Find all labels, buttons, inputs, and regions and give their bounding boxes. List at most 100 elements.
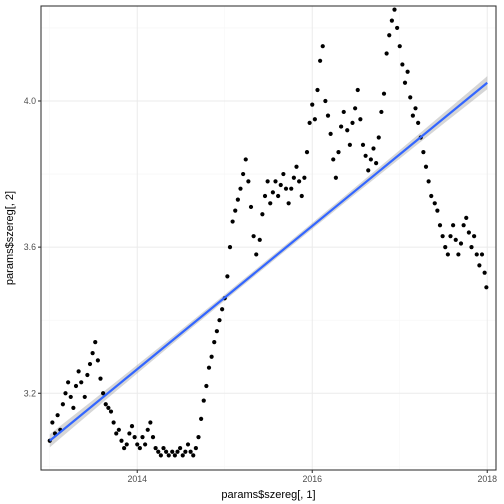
- data-point: [374, 161, 379, 166]
- data-point: [164, 449, 169, 454]
- data-point: [368, 157, 373, 162]
- data-point: [389, 18, 394, 23]
- data-point: [251, 234, 256, 239]
- data-point: [180, 453, 185, 458]
- data-point: [440, 234, 445, 239]
- data-point: [464, 215, 469, 221]
- data-point: [183, 449, 188, 454]
- data-point: [127, 431, 132, 436]
- data-point: [85, 372, 90, 378]
- data-point: [135, 442, 140, 447]
- data-point: [448, 234, 453, 239]
- data-point: [310, 102, 315, 107]
- data-point: [456, 252, 461, 257]
- data-point: [410, 113, 415, 118]
- data-point: [235, 197, 240, 202]
- data-point: [437, 223, 443, 228]
- data-point: [238, 186, 243, 191]
- data-point: [323, 98, 328, 104]
- data-point: [248, 204, 254, 210]
- data-point: [416, 120, 421, 126]
- panel-border: [40, 5, 497, 471]
- data-point: [355, 87, 360, 93]
- data-point: [137, 445, 142, 451]
- data-point: [304, 150, 310, 155]
- data-point: [214, 329, 219, 334]
- data-point: [366, 168, 371, 173]
- data-point: [315, 87, 320, 93]
- data-point: [68, 394, 73, 400]
- data-point: [333, 175, 338, 180]
- data-point: [170, 449, 175, 454]
- data-point: [371, 146, 376, 151]
- data-point: [265, 179, 270, 184]
- data-point: [116, 427, 121, 432]
- data-point: [318, 58, 323, 63]
- data-point: [156, 449, 161, 454]
- data-point: [166, 453, 171, 458]
- data-point: [339, 124, 344, 129]
- data-point: [341, 109, 346, 115]
- data-point: [408, 95, 413, 100]
- data-point: [278, 182, 283, 188]
- data-point: [196, 435, 201, 440]
- data-point: [60, 402, 65, 407]
- data-point: [336, 150, 341, 155]
- data-point: [479, 252, 485, 257]
- data-point: [98, 376, 103, 381]
- data-point: [122, 445, 127, 451]
- data-point: [381, 91, 387, 96]
- x-tick-label: 2016: [302, 474, 322, 484]
- data-point: [443, 245, 448, 250]
- data-point: [421, 150, 426, 155]
- y-tick-label: 3.6: [24, 242, 36, 252]
- data-point: [185, 442, 191, 447]
- x-axis-ticks: 2014 2016 2018: [127, 470, 497, 484]
- data-point: [76, 369, 81, 374]
- data-point: [158, 453, 163, 458]
- data-point: [453, 237, 458, 242]
- data-point: [466, 230, 471, 235]
- data-point: [358, 117, 363, 122]
- data-point: [273, 179, 278, 184]
- data-point: [270, 190, 275, 195]
- data-point: [484, 285, 489, 290]
- data-point: [153, 445, 158, 451]
- data-point: [73, 383, 79, 389]
- data-point: [114, 431, 119, 436]
- data-point: [230, 219, 235, 224]
- data-point: [148, 420, 153, 425]
- data-point: [307, 120, 312, 126]
- data-point: [106, 405, 111, 410]
- data-point: [93, 340, 98, 345]
- data-point: [320, 44, 325, 49]
- data-point: [297, 179, 302, 184]
- data-point: [276, 193, 281, 199]
- data-point: [140, 435, 145, 440]
- data-point: [302, 175, 307, 180]
- data-point: [289, 186, 294, 191]
- data-point: [209, 354, 214, 359]
- x-tick-label: 2018: [477, 474, 497, 484]
- data-point: [108, 409, 114, 414]
- data-point: [119, 438, 124, 443]
- data-point: [387, 33, 392, 38]
- data-point: [132, 435, 137, 440]
- data-point: [331, 157, 336, 162]
- data-point: [257, 237, 262, 242]
- data-point: [469, 245, 474, 250]
- data-point: [472, 234, 477, 239]
- data-point: [474, 252, 479, 257]
- data-point: [161, 445, 166, 451]
- data-point: [429, 193, 434, 199]
- data-point: [111, 420, 116, 425]
- data-point: [217, 318, 222, 323]
- x-axis-title: params$szereg[, 1]: [221, 489, 315, 501]
- y-axis-ticks: 3.2 3.6 4.0: [24, 96, 41, 398]
- data-point: [129, 424, 135, 429]
- data-point: [405, 69, 410, 74]
- data-point: [172, 453, 177, 458]
- y-axis-title: params$szereg[, 2]: [4, 191, 16, 285]
- data-point: [66, 380, 71, 385]
